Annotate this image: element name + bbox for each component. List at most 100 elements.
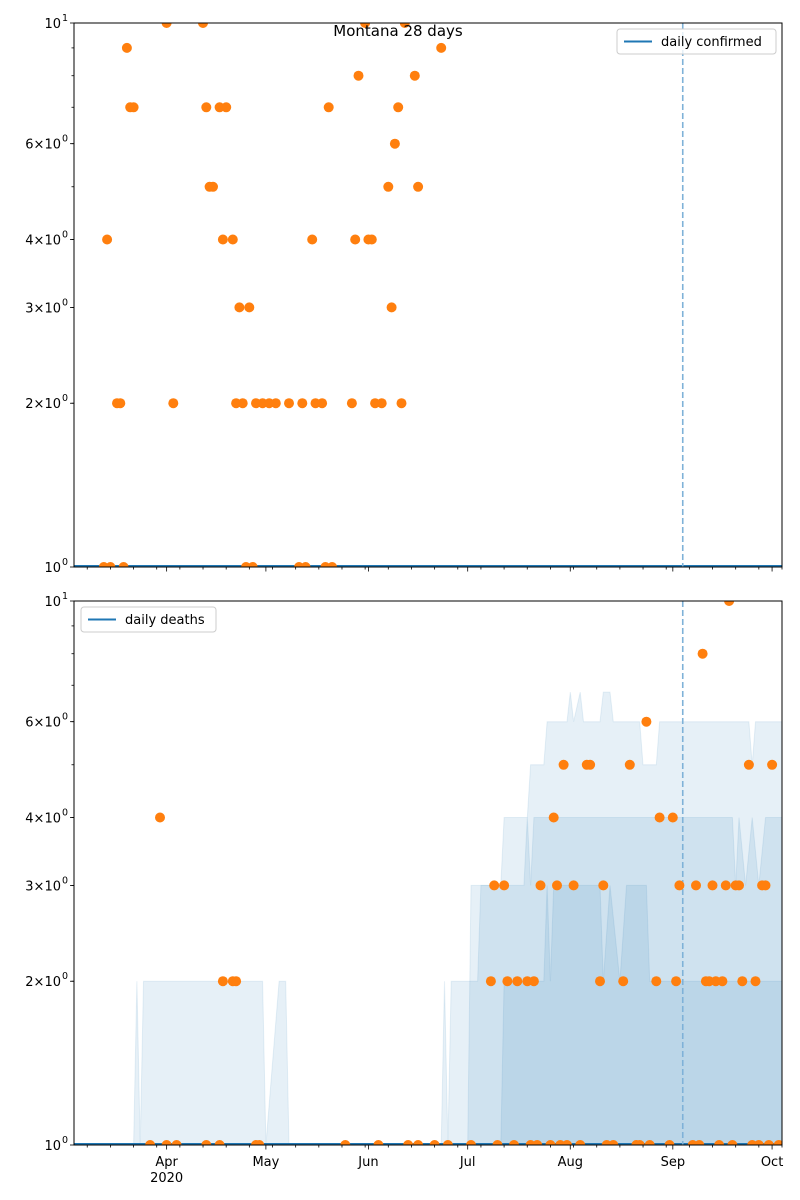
- legend: daily confirmed: [616, 28, 777, 55]
- data-point: [760, 880, 771, 891]
- y-tick-label: 10: [44, 1139, 61, 1154]
- data-point: [350, 234, 361, 245]
- y-tick-label: 6×10: [25, 138, 61, 153]
- data-point: [155, 812, 165, 823]
- y-tick-base: 10: [44, 233, 61, 248]
- x-tick-label: Apr: [155, 1155, 178, 1170]
- y-tick-exponent: 0: [62, 875, 68, 886]
- y-tick-base: 10: [44, 301, 61, 316]
- data-point: [737, 976, 748, 987]
- data-point: [161, 1140, 172, 1145]
- data-point: [307, 234, 318, 245]
- data-point: [383, 181, 394, 192]
- data-point: [366, 234, 377, 245]
- data-point: [105, 562, 116, 567]
- data-point: [376, 398, 387, 409]
- data-point: [548, 812, 559, 823]
- data-point: [750, 976, 761, 987]
- data-point: [773, 1140, 782, 1145]
- y-tick-base: 10: [44, 595, 61, 610]
- data-point: [694, 1140, 705, 1145]
- x-tick-label: Jun: [357, 1155, 378, 1170]
- data-point: [724, 601, 735, 606]
- y-tick-label: 3×10: [25, 301, 61, 316]
- data-point: [429, 1140, 440, 1145]
- data-point: [499, 880, 510, 891]
- data-point: [717, 976, 728, 987]
- data-point: [489, 880, 500, 891]
- data-point: [562, 1140, 572, 1145]
- data-point: [641, 716, 652, 727]
- data-point: [393, 102, 404, 113]
- y-tick-exponent: 0: [62, 712, 68, 723]
- data-point: [697, 648, 708, 659]
- y-tick-exponent: 0: [62, 393, 68, 404]
- data-point: [618, 976, 629, 987]
- y-tick-label: 10: [44, 595, 61, 610]
- y-tick-mult: 3×: [25, 301, 44, 316]
- data-point: [403, 1140, 414, 1145]
- data-point: [552, 880, 562, 891]
- data-point: [234, 302, 245, 313]
- data-point: [300, 562, 311, 567]
- legend: daily deaths: [80, 606, 217, 633]
- data-point: [118, 562, 129, 567]
- data-point: [674, 880, 685, 891]
- data-point: [707, 880, 718, 891]
- data-point: [237, 398, 248, 409]
- data-point: [734, 880, 744, 891]
- data-point: [386, 302, 397, 313]
- y-tick-base: 10: [44, 716, 61, 731]
- data-point: [763, 1140, 774, 1145]
- data-point: [221, 102, 232, 113]
- y-tick-label: 4×10: [25, 233, 61, 248]
- data-point: [466, 1140, 476, 1145]
- data-point: [664, 1140, 675, 1145]
- data-point: [254, 1140, 265, 1145]
- axes-frame: [73, 22, 783, 568]
- data-point: [691, 880, 701, 891]
- data-point: [413, 1140, 424, 1145]
- y-tick-exponent: 0: [62, 229, 68, 240]
- axes-frame: [73, 600, 783, 1146]
- data-point: [161, 23, 172, 28]
- data-point: [598, 880, 609, 891]
- y-tick-mult: 2×: [25, 975, 44, 990]
- data-point: [284, 398, 294, 409]
- data-point: [373, 1140, 384, 1145]
- y-tick-mult: 6×: [25, 716, 44, 731]
- y-tick-base: 10: [44, 975, 61, 990]
- data-point: [436, 42, 447, 53]
- data-point: [217, 234, 228, 245]
- data-point: [714, 1140, 725, 1145]
- x-tick-label: Aug: [558, 1155, 583, 1170]
- y-tick-label: 3×10: [25, 879, 61, 894]
- chart-title: Montana 28 days: [333, 22, 463, 40]
- y-tick-label: 10: [44, 561, 61, 576]
- y-tick-mult: 2×: [25, 397, 44, 412]
- data-point: [214, 1140, 225, 1145]
- data-point: [231, 976, 242, 987]
- data-point: [201, 1140, 212, 1145]
- data-point: [270, 398, 281, 409]
- data-point: [171, 1140, 182, 1145]
- y-tick-base: 10: [44, 1139, 61, 1154]
- data-point: [360, 23, 371, 28]
- x-tick-label: Jul: [459, 1155, 476, 1170]
- data-point: [575, 1140, 586, 1145]
- data-point: [608, 1140, 619, 1145]
- plot-area: [74, 601, 782, 1145]
- data-point: [485, 976, 496, 987]
- data-point: [413, 181, 424, 192]
- y-tick-mult: 4×: [25, 233, 44, 248]
- data-point: [532, 1140, 543, 1145]
- y-tick-label: 6×10: [25, 716, 61, 731]
- data-point: [671, 976, 682, 987]
- data-point: [634, 1140, 645, 1145]
- data-point: [753, 1140, 764, 1145]
- data-point: [644, 1140, 655, 1145]
- data-point: [145, 1140, 156, 1145]
- y-tick-base: 10: [44, 17, 61, 32]
